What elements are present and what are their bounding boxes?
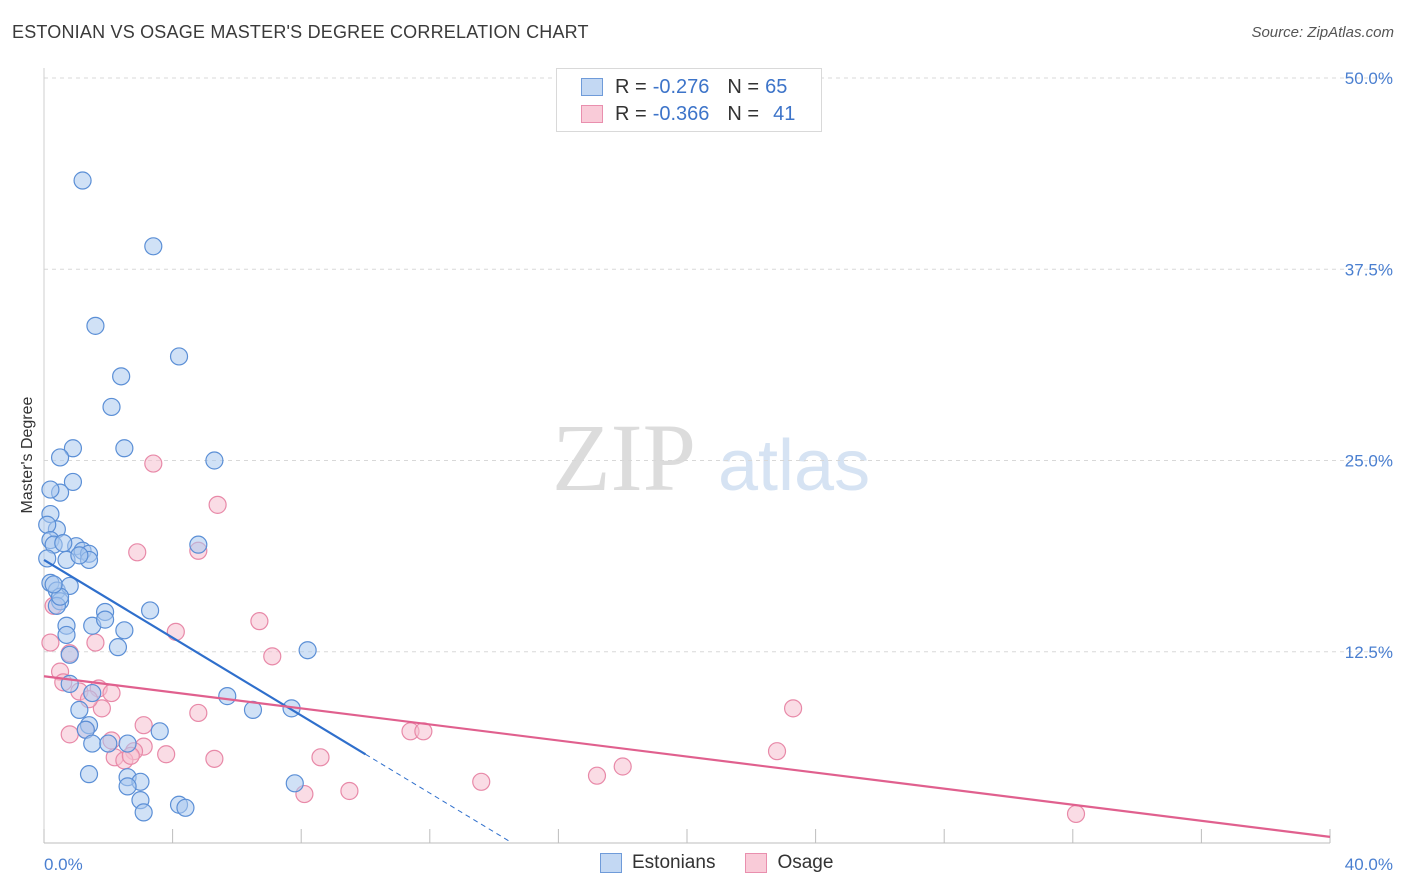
estonians-point [83,734,102,753]
osage-point [134,716,153,735]
estonians-point [205,451,224,470]
osage-point [340,781,359,801]
osage-point [311,748,330,767]
estonians-point [169,347,189,366]
estonians-swatch [600,853,622,873]
osage-swatch [581,105,603,123]
estonians-trend-extension [365,753,511,843]
estonians-point [118,734,137,753]
source-label: Source: ZipAtlas.com [1251,24,1394,41]
estonians-point [73,171,92,190]
legend-n-label: N = [727,75,760,98]
osage-point [250,612,269,631]
osage-point [767,742,787,761]
estonians-point [63,472,83,492]
legend-r-label: R = [615,75,647,98]
estonians-point [79,765,99,784]
legend-n-value: 41 [773,102,796,125]
estonians-point [95,610,115,629]
estonians-point [99,734,118,753]
legend-row-estonians: R = -0.276 N = 65 [581,75,787,99]
osage-point [92,699,111,718]
estonians-point [285,774,304,793]
legend-r-label: R = [615,102,647,125]
legend-osage-label: Osage [777,852,834,873]
estonians-point [54,534,73,553]
estonians-point [134,803,153,822]
legend-item-estonians[interactable]: Estonians [600,852,715,874]
osage-trend-line [43,675,1331,838]
osage-point [613,757,632,776]
osage-point [144,454,163,473]
osage-point [128,543,147,562]
legend-row-osage: R = -0.366 N = 41 [581,102,795,126]
estonians-point [41,480,60,499]
estonians-point [115,439,134,458]
osage-point [157,745,176,764]
estonians-point [150,722,169,741]
y-tick-label: 50.0% [1345,69,1393,88]
osage-point [263,647,282,666]
osage-point [166,622,185,641]
estonians-point [112,367,131,386]
osage-point [41,633,60,652]
y-tick-label: 12.5% [1345,643,1393,662]
estonians-point [86,316,105,335]
estonians-swatch [581,78,603,96]
chart-title: ESTONIAN VS OSAGE MASTER'S DEGREE CORREL… [12,22,589,42]
estonians-point [189,535,208,554]
x-tick-label: 40.0% [1345,855,1393,874]
estonians-point [218,687,237,706]
estonians-trend-line [43,559,367,756]
estonians-point [38,549,57,568]
estonians-point [63,439,83,458]
osage-point [189,703,208,723]
osage-point [587,766,607,785]
estonians-point [70,700,89,719]
series-legend: Estonians Osage [600,852,863,874]
estonians-point [50,448,70,467]
estonians-point [176,798,195,817]
osage-swatch [745,853,768,873]
legend-r-value: -0.366 [652,102,710,125]
watermark-atlas: atlas [718,426,870,506]
legend-n-value: 65 [765,75,788,98]
osage-point [205,749,224,768]
osage-point [60,725,79,744]
osage-point [102,683,121,703]
y-tick-label: 25.0% [1345,452,1393,471]
y-tick-label: 37.5% [1345,260,1393,279]
estonians-point [70,546,89,565]
x-tick-label: 0.0% [44,855,83,874]
osage-point [208,495,227,514]
estonians-point [60,645,79,664]
estonians-point [118,777,137,796]
estonians-point [44,575,63,594]
osage-point [1066,804,1086,824]
osage-point [783,699,803,718]
osage-point [86,633,105,652]
estonians-point [38,515,57,534]
stats-legend: R = -0.276 N = 65 R = -0.366 N = 41 [556,68,822,132]
watermark-zip: ZIP [552,404,696,511]
estonians-point [298,641,317,660]
estonians-point [83,683,102,703]
estonians-point [102,397,121,417]
legend-item-osage[interactable]: Osage [745,852,833,874]
legend-r-value: -0.276 [652,75,710,98]
estonians-point [144,237,163,256]
estonians-point [140,601,160,620]
estonians-point [57,625,76,645]
legend-estonians-label: Estonians [632,852,716,873]
estonians-point [115,621,134,640]
legend-n-label: N = [727,102,760,125]
osage-point [472,772,491,791]
estonians-point [108,638,128,657]
